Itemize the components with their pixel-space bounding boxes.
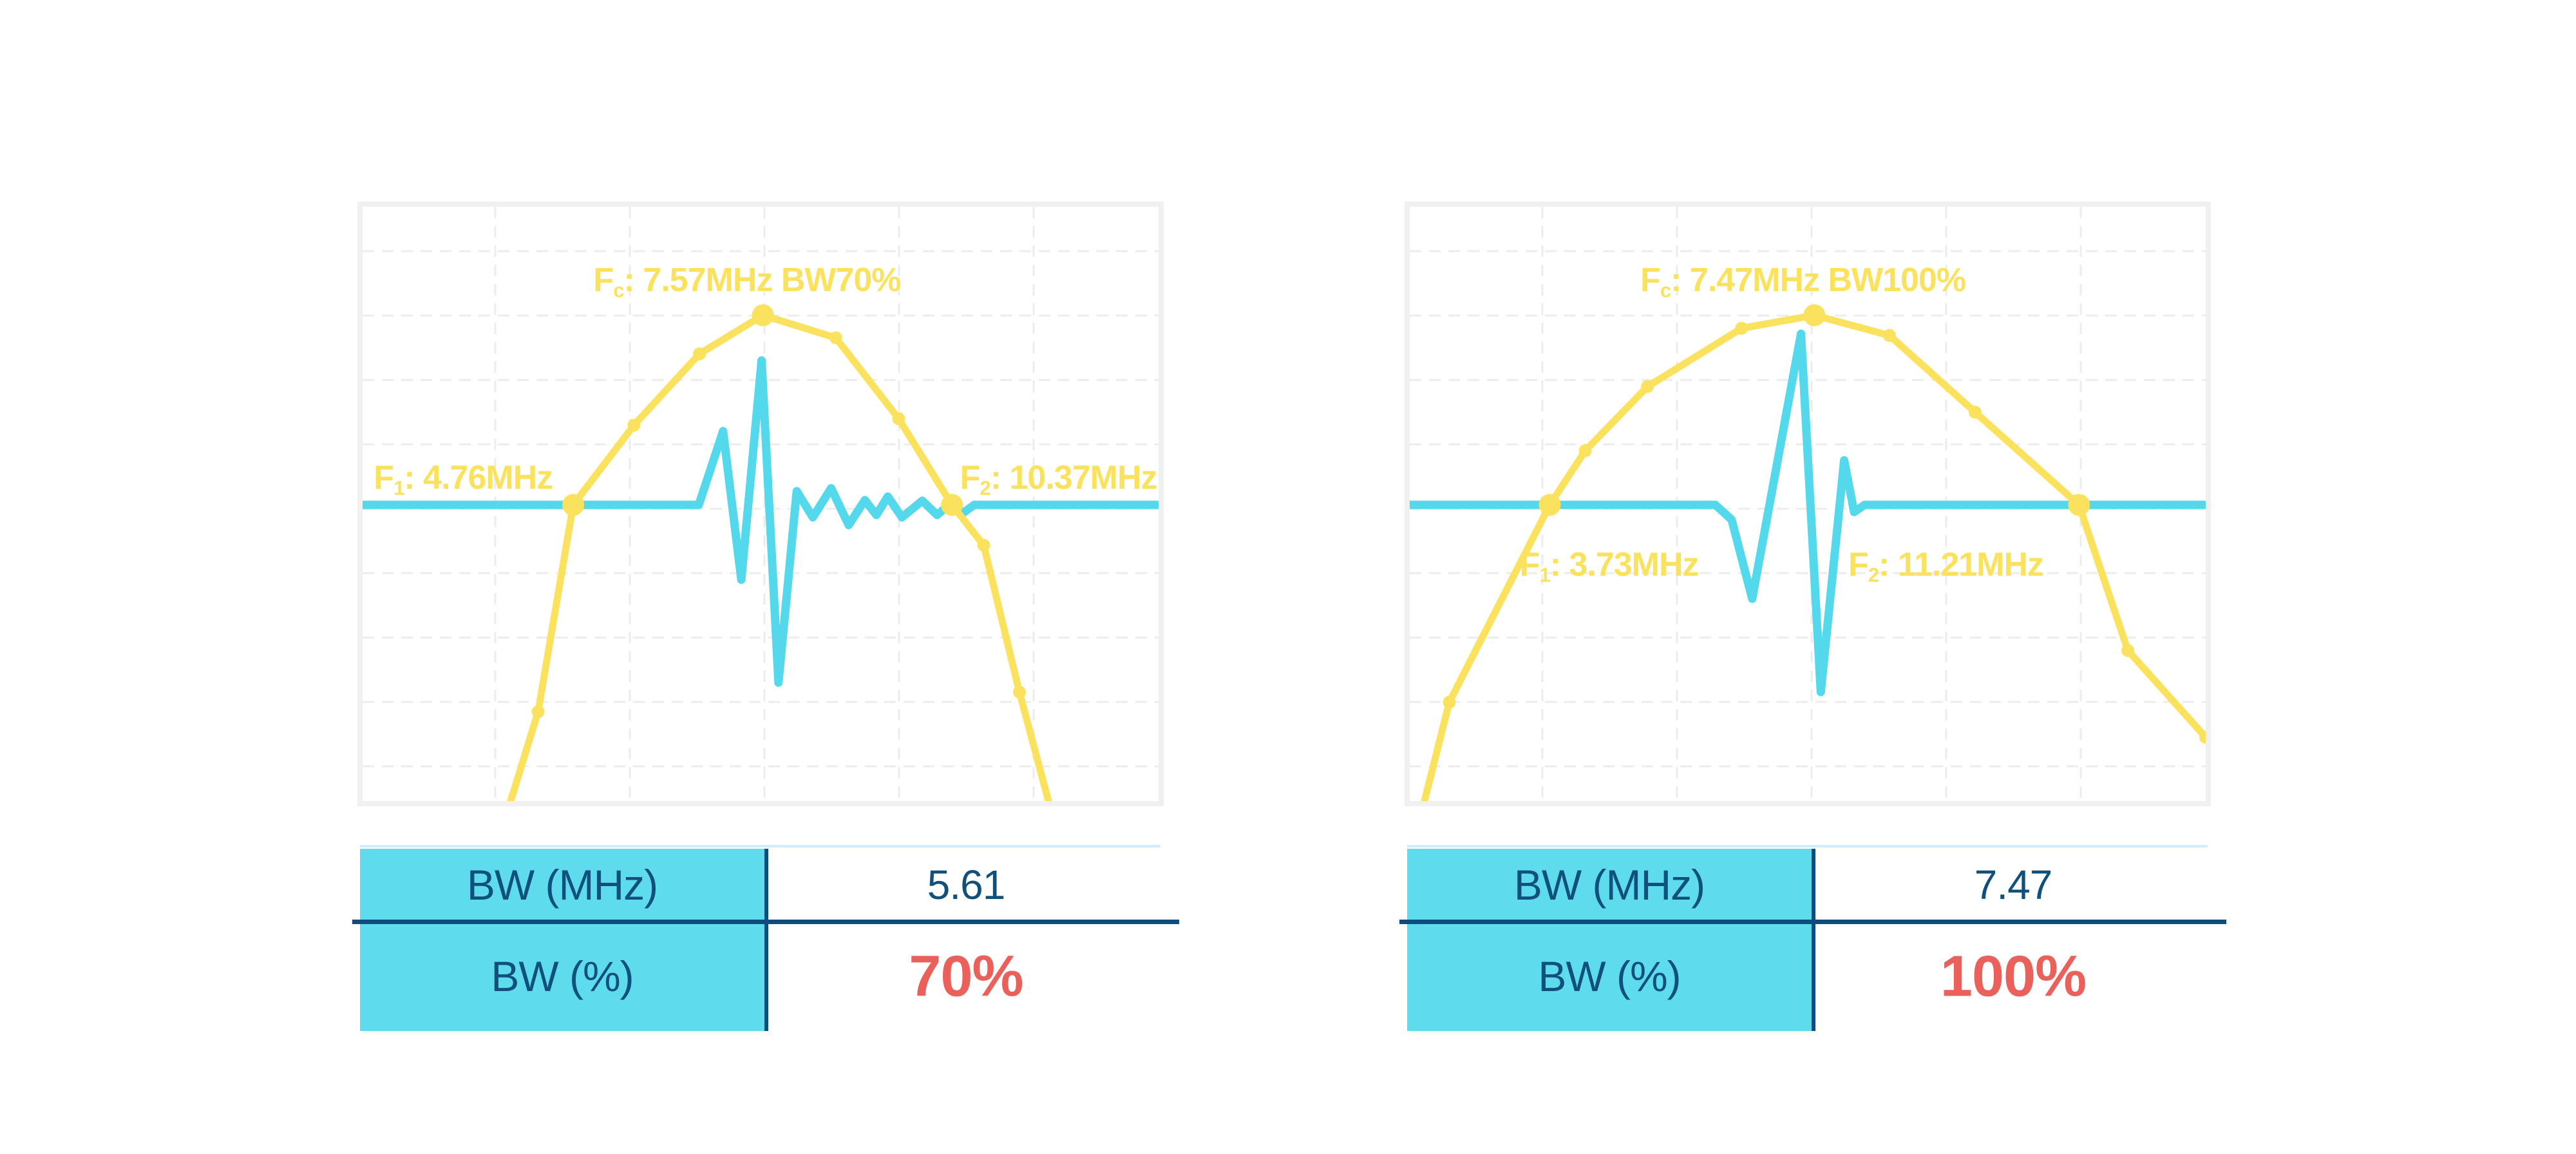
f1-label: F1: 4.76MHz [374, 459, 553, 500]
f1-label: F1: 3.73MHz [1519, 545, 1700, 587]
chart-bw100-plot [1410, 207, 2206, 801]
data-point-marker [829, 331, 842, 345]
chart-bw70: Fc: 7.57MHz BW70% F1: 4.76MHz F2: 10.37M… [357, 202, 1164, 806]
bw-pct-value: 100% [1940, 944, 2087, 1009]
data-point-marker [1882, 328, 1896, 342]
data-point-marker [1735, 321, 1748, 335]
table-row: BW (MHz) [1407, 849, 1812, 921]
table-top-rule [360, 845, 1160, 847]
data-point-marker [1539, 494, 1561, 516]
spectrum-curve [1421, 312, 2206, 801]
data-point-marker [1641, 380, 1654, 393]
data-point-marker [531, 705, 545, 719]
table-row-separator [1399, 920, 2226, 924]
f2-label: F2: 10.37MHz [960, 459, 1158, 500]
data-point-marker [1013, 685, 1026, 699]
table-row-separator [352, 920, 1179, 924]
table-vertical-divider [1812, 849, 1815, 1031]
pulse-waveform [363, 356, 1159, 687]
fc-label: Fc: 7.47MHz BW100% [1640, 261, 1966, 302]
data-point-marker [1578, 444, 1592, 457]
table-row: BW (%) [1407, 921, 1812, 1031]
table-top-rule [1407, 845, 2208, 847]
bw-mhz-label: BW (MHz) [466, 861, 658, 909]
bw-pct-label: BW (%) [1538, 952, 1681, 1000]
table-row: BW (MHz) [360, 849, 764, 921]
data-point-marker [693, 347, 706, 361]
bw-pct-value: 70% [909, 944, 1023, 1009]
bw-pct-label: BW (%) [491, 952, 634, 1000]
chart-bw70-plot [363, 207, 1159, 801]
data-point-marker [1443, 695, 1456, 709]
bw-mhz-value: 5.61 [927, 862, 1006, 908]
data-point-marker [892, 412, 905, 426]
table-row: BW (%) [360, 921, 764, 1031]
spectrum-curve [507, 312, 1052, 801]
data-point-marker [627, 419, 641, 432]
pulse-waveform [1410, 329, 2206, 697]
data-point-marker [752, 304, 774, 326]
data-point-marker [977, 538, 990, 552]
chart-bw100: Fc: 7.47MHz BW100% F1: 3.73MHz F2: 11.21… [1405, 202, 2211, 806]
data-point-marker [1968, 406, 1982, 419]
table-vertical-divider [764, 849, 768, 1031]
table-header-column: BW (MHz) BW (%) [1407, 849, 1812, 1031]
data-point-marker [2121, 644, 2135, 657]
fc-label: Fc: 7.57MHz BW70% [593, 261, 901, 302]
data-point-marker [1803, 304, 1826, 326]
data-point-marker [2068, 494, 2090, 516]
f2-label: F2: 11.21MHz [1848, 545, 2044, 587]
bw-mhz-label: BW (MHz) [1513, 861, 1705, 909]
data-point-marker [2199, 730, 2206, 744]
bw-mhz-value: 7.47 [1974, 862, 2053, 908]
data-point-marker [941, 494, 963, 516]
table-header-column: BW (MHz) BW (%) [360, 849, 764, 1031]
data-point-marker [562, 494, 585, 516]
